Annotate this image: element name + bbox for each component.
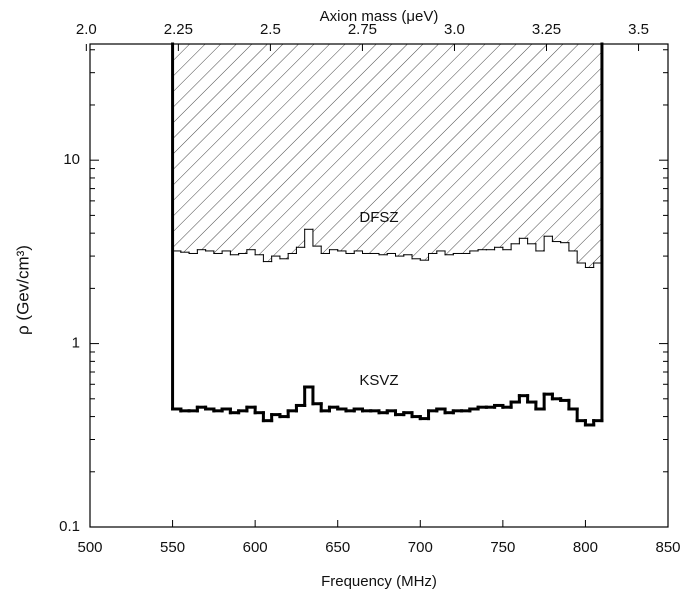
x-axis-label: Frequency (MHz) xyxy=(321,573,437,590)
x-tick-label: 500 xyxy=(77,539,102,556)
y-tick-label: 1 xyxy=(72,335,80,352)
x2-tick-label: 3.0 xyxy=(444,21,465,38)
y-tick-label: 0.1 xyxy=(59,518,80,535)
y-axis-label: ρ (Gev/cm³) xyxy=(13,245,32,335)
x-tick-label: 650 xyxy=(325,539,350,556)
x2-tick-label: 2.0 xyxy=(76,21,97,38)
series-label: KSVZ xyxy=(359,372,398,389)
x2-tick-label: 2.5 xyxy=(260,21,281,38)
series-label: DFSZ xyxy=(359,209,398,226)
x2-axis-label: Axion mass (μeV) xyxy=(320,8,439,25)
x-tick-label: 600 xyxy=(243,539,268,556)
x2-tick-label: 2.25 xyxy=(164,21,193,38)
x-tick-label: 850 xyxy=(655,539,680,556)
y-tick-label: 10 xyxy=(63,151,80,168)
x2-tick-label: 3.25 xyxy=(532,21,561,38)
x-tick-label: 700 xyxy=(408,539,433,556)
hatch-area xyxy=(172,44,602,268)
x-tick-label: 800 xyxy=(573,539,598,556)
x-tick-label: 750 xyxy=(490,539,515,556)
x2-tick-label: 2.75 xyxy=(348,21,377,38)
x-tick-label: 550 xyxy=(160,539,185,556)
plot-frame xyxy=(89,43,669,528)
x2-tick-label: 3.5 xyxy=(628,21,649,38)
